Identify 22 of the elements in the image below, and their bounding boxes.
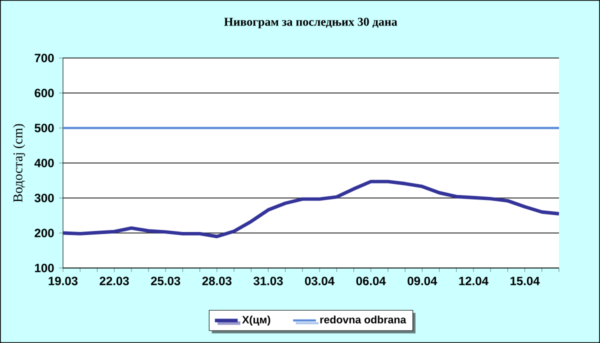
y-tick-label: 300 [34, 194, 54, 202]
y-tick-label: 400 [34, 158, 54, 168]
x-tick-label: 28.03 [202, 276, 232, 286]
legend-label: X(цм) [242, 316, 270, 326]
x-tick-label: 09.04 [408, 276, 438, 286]
chart-title: Нивограм за последњих 30 дана [224, 18, 398, 28]
y-tick-label: 200 [34, 228, 54, 238]
y-axis-title: Водостај (cm) [13, 124, 26, 202]
x-tick-label: 22.03 [100, 276, 129, 286]
y-tick-label: 100 [35, 264, 54, 272]
x-tick-label: 31.03 [254, 276, 283, 286]
x-tick-label: 25.03 [151, 276, 180, 286]
x-tick-label: 15.04 [510, 276, 540, 286]
y-tick-label: 700 [34, 54, 54, 62]
x-tick-label: 03.04 [305, 276, 334, 286]
x-tick-label: 19.03 [48, 276, 78, 286]
y-tick-label: 500 [34, 124, 54, 132]
legend-label: redovna odbrana [320, 316, 406, 324]
line-series [63, 180, 559, 238]
x-tick-label: 06.04 [356, 276, 386, 286]
y-tick-label: 600 [34, 88, 54, 98]
x-tick-label: 12.04 [459, 276, 488, 286]
